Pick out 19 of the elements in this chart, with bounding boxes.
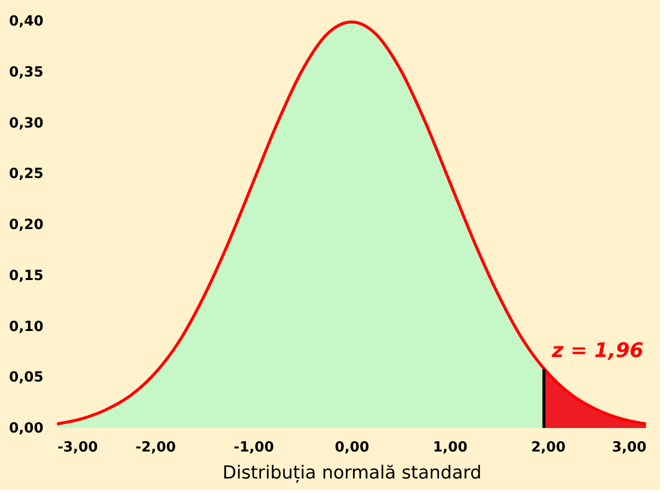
x-tick-label: -2,00 (135, 440, 176, 456)
x-tick-label: 2,00 (531, 440, 566, 456)
y-tick-label: 0,00 (8, 420, 44, 436)
y-tick-label: 0,10 (8, 318, 44, 335)
y-tick-label: 0,20 (8, 217, 44, 233)
x-tick-label: -3,00 (58, 440, 98, 456)
x-tick-label: -1,00 (234, 440, 274, 456)
x-axis-title: Distribuția normală standard (222, 462, 482, 484)
x-tick-label: 0,00 (334, 440, 370, 456)
x-tick-label: 3,00 (612, 440, 647, 456)
y-tick-label: 0,40 (8, 14, 44, 30)
line-series (56, 20, 648, 426)
y-tick-label: 0,35 (8, 64, 44, 80)
y-tick-label: 0,15 (8, 268, 44, 284)
y-tick-label: 0,25 (8, 166, 44, 182)
y-tick-label: 0,30 (8, 115, 44, 132)
x-tick-label: 1,00 (432, 440, 468, 456)
y-tick-label: 0,05 (8, 370, 44, 386)
annotation: z = 1,96 (550, 338, 644, 362)
